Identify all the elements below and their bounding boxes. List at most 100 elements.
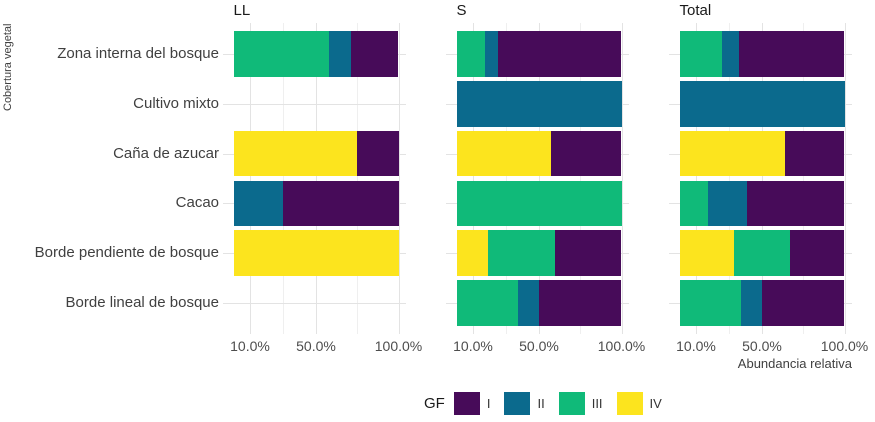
y-axis-category-labels: Zona interna del bosque Cultivo mixto Caña… [0,23,221,334]
bar-segment-I [283,180,399,227]
facet-panel-total: Total 10.0% 50.0% 100.0% [668,2,868,354]
bar-segment-II [679,81,845,127]
stacked-bar [679,130,845,177]
x-tick-label: 50.0% [742,338,782,354]
bar-segment-I [747,180,845,227]
stacked-bar [679,230,845,276]
bar-segment-III [456,180,622,227]
x-tick-label: 10.0% [453,338,493,354]
stacked-bar [456,180,622,227]
x-axis-title: Abundancia relativa [737,356,852,371]
bar-segment-I [785,130,845,177]
vertical-gridline [539,23,540,334]
bar-segment-II [707,180,748,227]
bar-segment-II [740,280,762,326]
bar-segment-III [487,230,556,276]
stacked-bar [456,230,622,276]
vertical-gridline [398,23,400,334]
bar-segment-IV [456,130,551,177]
vertical-gridline [473,23,474,334]
x-tick-label: 50.0% [296,338,336,354]
category-label: Zona interna del bosque [57,45,219,62]
vertical-gridline [729,23,730,334]
legend-swatch-II [504,391,531,415]
vertical-gridline [580,23,582,334]
stacked-bar [456,280,622,326]
vertical-gridline [844,23,846,334]
bar-segment-I [761,280,845,326]
x-tick-label: 100.0% [374,338,423,354]
bar-segment-IV [233,230,399,276]
bar-segment-IV [233,130,358,177]
stacked-bar [233,180,399,227]
vertical-gridline [621,23,623,334]
bar-segment-II [722,31,739,77]
stacked-bar [679,81,845,127]
legend-swatch-IV [616,391,643,415]
x-tick-label: 100.0% [820,338,869,354]
bar-segment-I [738,31,845,77]
stacked-bar [679,180,845,227]
vertical-gridline [250,23,251,334]
bar-segment-II [233,180,283,227]
facet-panel-ll: LL 10.0% 50.0% 100.0% [222,2,422,354]
horizontal-gridline [222,303,406,304]
bar-segment-I [790,230,845,276]
legend-item-label: II [537,395,545,411]
vertical-gridline [506,23,507,334]
stacked-bar [233,130,399,177]
category-label: Caña de azucar [113,144,219,162]
stacked-bar [456,31,622,77]
legend-title: GF [424,394,445,412]
bar-segment-I [555,230,622,276]
bar-segment-III [456,280,518,326]
bar-segment-II [484,31,498,77]
legend-item-label: III [591,395,603,411]
bar-segment-I [538,280,622,326]
bar-segment-III [679,180,708,227]
facet-strip-label: Total [679,2,712,19]
x-tick-label: 10.0% [676,338,716,354]
bar-segment-II [517,280,539,326]
vertical-gridline [357,23,359,334]
vertical-gridline [283,23,284,334]
bar-segment-IV [679,130,786,177]
bar-segment-I [550,130,622,177]
facet-strip-label: LL [233,2,251,19]
bar-segment-I [357,130,399,177]
category-label: Borde lineal de bosque [65,294,219,311]
legend: GF I II III IV [424,390,676,416]
category-label: Borde pendiente de bosque [34,244,219,262]
bar-segment-I [497,31,622,77]
bar-segment-I [350,31,399,77]
bar-segment-III [733,230,791,276]
stacked-bar [233,31,399,77]
stacked-bar [233,230,399,276]
legend-swatch-III [558,391,585,415]
bar-segment-III [456,31,485,77]
stacked-bar [679,31,845,77]
stacked-bar [679,280,845,326]
bar-segment-III [679,280,741,326]
vertical-gridline [762,23,763,334]
legend-item-IV: IV [616,391,662,415]
legend-swatch-I [453,391,480,415]
legend-item-label: IV [649,395,662,411]
stacked-bar [456,81,622,127]
x-tick-label: 100.0% [597,338,646,354]
vertical-gridline [316,23,317,334]
bar-segment-II [329,31,351,77]
bar-segment-III [679,31,723,77]
facet-panel-s: S 10.0% 50.0% 100.0% [445,2,645,354]
legend-item-I: I [453,391,490,415]
bar-segment-IV [679,230,734,276]
legend-items: I II III IV [453,391,676,415]
legend-item-II: II [504,391,545,415]
legend-item-III: III [558,391,603,415]
category-label: Cultivo mixto [133,94,219,112]
bar-segment-IV [456,230,488,276]
vertical-gridline [803,23,805,334]
x-tick-label: 50.0% [519,338,559,354]
horizontal-gridline [222,103,406,105]
